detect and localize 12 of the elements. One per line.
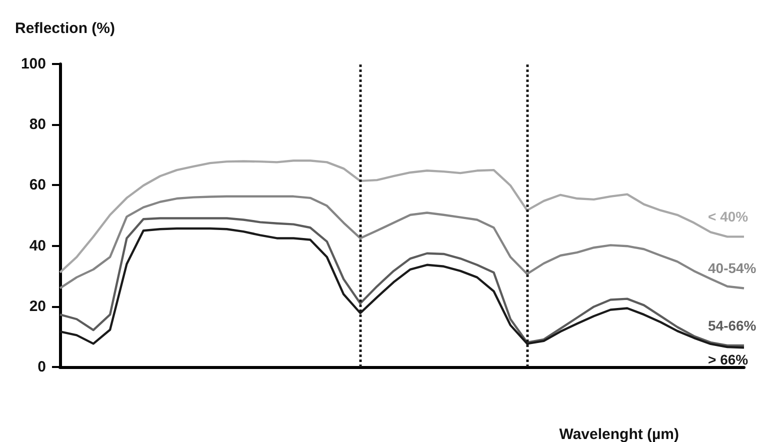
y-tick-label: 100 <box>20 56 46 72</box>
y-tick-label: 80 <box>29 116 46 134</box>
y-tick-label: 0 <box>38 358 46 376</box>
y-tick-label: 60 <box>29 176 46 194</box>
series-label: > 66% <box>708 352 749 368</box>
y-axis-title: Reflection (%) <box>15 20 116 37</box>
series-label: 40-54% <box>708 260 757 276</box>
y-tick-label: 20 <box>29 298 46 315</box>
series-label: 54-66% <box>708 317 757 334</box>
y-tick-label: 40 <box>29 237 46 254</box>
series-label: < 40% <box>708 208 749 225</box>
x-axis-title: Wavelenght (µm) <box>559 426 679 442</box>
